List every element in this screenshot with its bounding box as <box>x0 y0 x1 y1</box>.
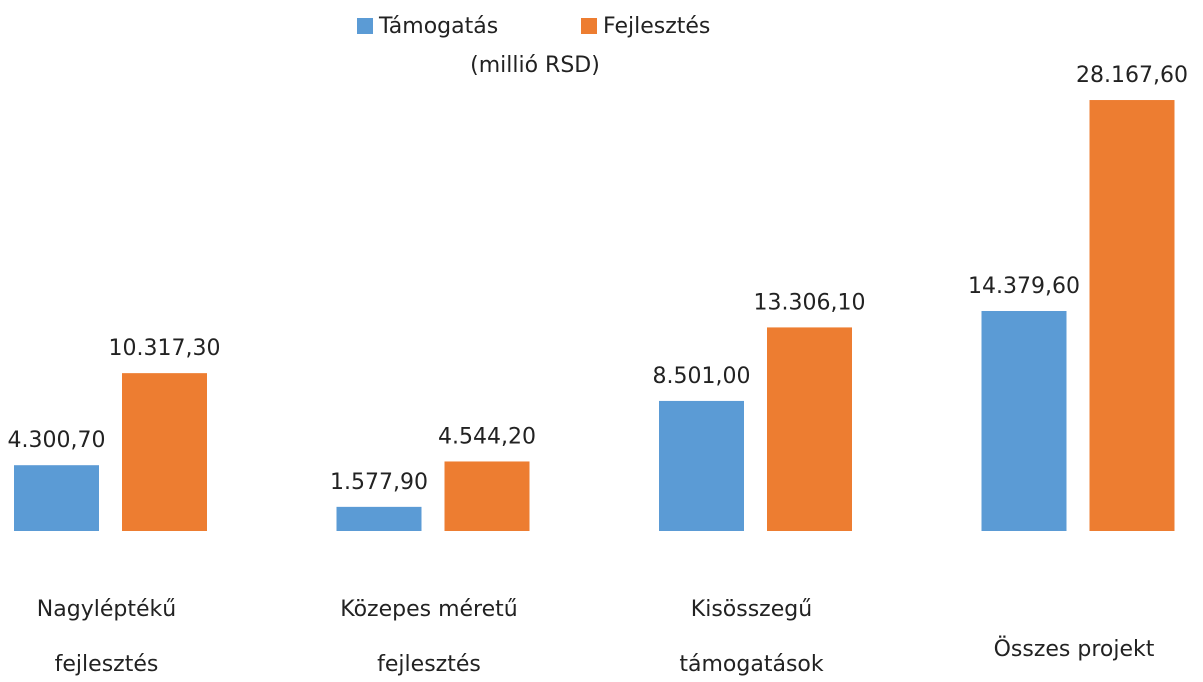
legend-swatch <box>357 18 373 34</box>
bar <box>1089 100 1175 532</box>
bar <box>122 373 207 531</box>
value-label: 14.379,60 <box>968 274 1080 299</box>
value-label: 13.306,10 <box>754 290 866 315</box>
value-label: 4.300,70 <box>8 428 106 453</box>
bar <box>444 461 530 531</box>
x-tick-label: fejlesztés <box>55 652 159 677</box>
bar <box>14 465 99 531</box>
value-label: 28.167,60 <box>1076 63 1188 88</box>
chart-subtitle: (millió RSD) <box>470 53 600 78</box>
value-label: 1.577,90 <box>330 470 428 495</box>
legend-label: Támogatás <box>378 14 498 39</box>
x-tick-label: Közepes méretű <box>340 597 517 622</box>
x-tick-label: Nagyléptékű <box>37 597 176 622</box>
x-tick-label: Összes projekt <box>994 636 1155 662</box>
value-label: 8.501,00 <box>653 364 751 389</box>
x-tick-label: támogatások <box>679 652 823 677</box>
legend-swatch <box>581 18 597 34</box>
x-tick-label: fejlesztés <box>377 652 481 677</box>
bar <box>767 327 852 531</box>
legend-label: Fejlesztés <box>603 14 710 39</box>
value-label: 4.544,20 <box>438 424 536 449</box>
value-label: 10.317,30 <box>109 336 221 361</box>
bar <box>981 310 1067 531</box>
bar <box>659 400 744 531</box>
x-tick-label: Kisösszegű <box>691 597 812 622</box>
bar <box>336 506 422 531</box>
